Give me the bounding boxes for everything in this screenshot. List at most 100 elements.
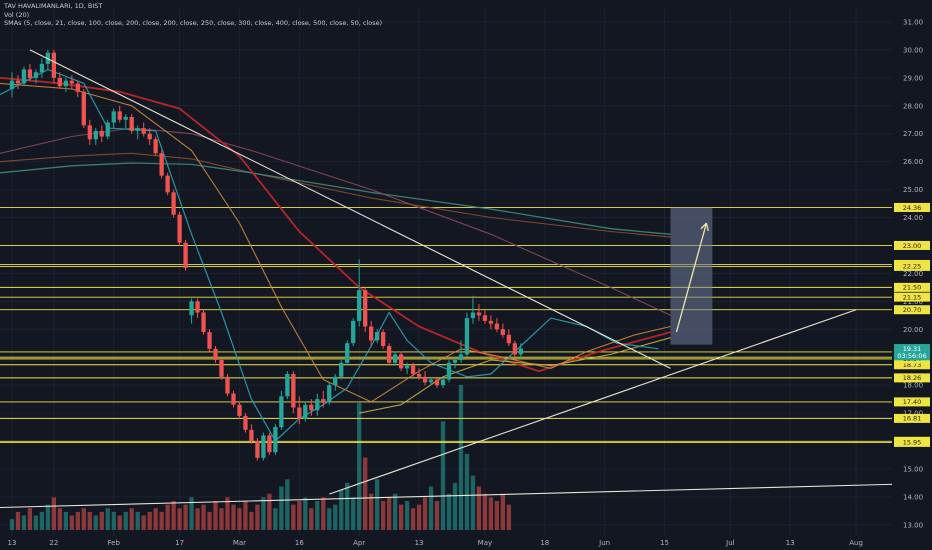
volume-bar [482, 493, 488, 530]
candle [171, 192, 176, 215]
candle [363, 290, 368, 327]
candle [87, 125, 92, 140]
candle [129, 116, 134, 131]
candle [21, 69, 27, 84]
volume-bar [386, 497, 392, 530]
volume-bar [57, 508, 63, 530]
candle [488, 320, 494, 324]
price-level-tag [894, 360, 930, 370]
volume-bar [458, 385, 464, 530]
candle [410, 365, 416, 374]
candle [63, 80, 69, 87]
candle [369, 326, 374, 341]
candle [255, 441, 260, 458]
price-level-tag [894, 305, 930, 315]
price-level-label: 24.36 [903, 204, 922, 212]
candle [231, 393, 236, 405]
sma-indicator-label: SMAs (5, close, 21, close, 100, close, 2… [4, 19, 383, 27]
candle [440, 379, 446, 386]
volume-bar [87, 511, 92, 530]
volume-bar [422, 497, 428, 530]
candle [452, 360, 458, 363]
price-tick-label: 24.00 [903, 214, 923, 222]
volume-bar [177, 508, 182, 530]
candle [333, 376, 338, 386]
volume-bar [303, 497, 308, 530]
candle [315, 399, 320, 411]
price-level-label: 17.40 [903, 398, 922, 406]
candle [291, 373, 296, 408]
volume-bar [285, 479, 290, 530]
price-tick-label: 20.00 [903, 326, 923, 334]
candle [93, 130, 98, 140]
volume-bar [380, 501, 386, 530]
price-axis: 13.0014.0015.0016.0017.0018.0019.0020.00… [892, 0, 932, 550]
volume-bar [231, 504, 236, 530]
time-tick-label: 15 [660, 539, 669, 547]
volume-bar [309, 508, 314, 530]
price-tick-label: 21.00 [903, 298, 923, 306]
candle [9, 80, 15, 90]
volume-bar [75, 511, 80, 530]
volume-bar [117, 515, 122, 530]
candle [297, 407, 302, 419]
time-tick-label: 13 [8, 539, 17, 547]
price-tick-label: 29.00 [903, 74, 923, 82]
time-axis-bg [0, 536, 932, 550]
price-tick-label: 15.00 [903, 465, 923, 473]
time-tick-label: Apr [353, 539, 365, 547]
time-tick-label: Aug [849, 539, 863, 547]
volume-bar [291, 504, 296, 530]
price-tick-label: 27.00 [903, 130, 923, 138]
volume-bar [363, 457, 368, 530]
candle [446, 362, 452, 380]
current-price-label: 19.31 [903, 345, 922, 353]
time-tick-label: 13 [786, 539, 795, 547]
volume-bar [249, 511, 254, 530]
price-tick-label: 31.00 [903, 18, 923, 26]
price-level-tag [894, 373, 930, 383]
candle [285, 373, 290, 397]
volume-bar [428, 486, 434, 530]
target-arrow [675, 222, 708, 333]
candle [357, 290, 362, 321]
volume-bar [345, 482, 350, 530]
volume-bar [357, 403, 362, 530]
candle [165, 175, 170, 193]
price-level-label: 20.70 [903, 306, 922, 314]
price-level-label: 21.50 [903, 284, 922, 292]
time-tick-label: Jun [598, 539, 610, 547]
volume-bar [404, 501, 410, 530]
symbol-title: TAV HAVALIMANLARI, 1D, BIST [4, 2, 103, 10]
price-tick-label: 26.00 [903, 158, 923, 166]
candle [464, 318, 470, 355]
candle [183, 242, 188, 268]
volume-indicator-label: Vol (20) [4, 10, 30, 19]
volume-bar [297, 501, 302, 530]
volume-bar [81, 508, 86, 530]
price-tick-label: 22.00 [903, 270, 923, 278]
volume-bar [63, 511, 69, 530]
volume-bar [255, 504, 260, 530]
candle [380, 332, 386, 347]
volume-bar [243, 501, 248, 530]
price-level-tag [894, 240, 930, 250]
volume-bar [123, 511, 128, 530]
candle [267, 435, 272, 453]
volume-bar [225, 497, 230, 530]
volume-bar [315, 501, 320, 530]
volume-bar [321, 497, 326, 530]
price-tick-label: 28.00 [903, 102, 923, 110]
volume-bar [398, 504, 404, 530]
sma100-line [0, 76, 671, 373]
price-level-label: 15.95 [903, 439, 922, 447]
candle [327, 385, 332, 402]
volume-bar [39, 511, 45, 530]
candle [39, 63, 45, 73]
volume-bar [183, 504, 188, 530]
volume-bar [141, 515, 146, 530]
volume-bar [339, 490, 344, 530]
candle [428, 379, 434, 383]
candle [189, 301, 194, 316]
